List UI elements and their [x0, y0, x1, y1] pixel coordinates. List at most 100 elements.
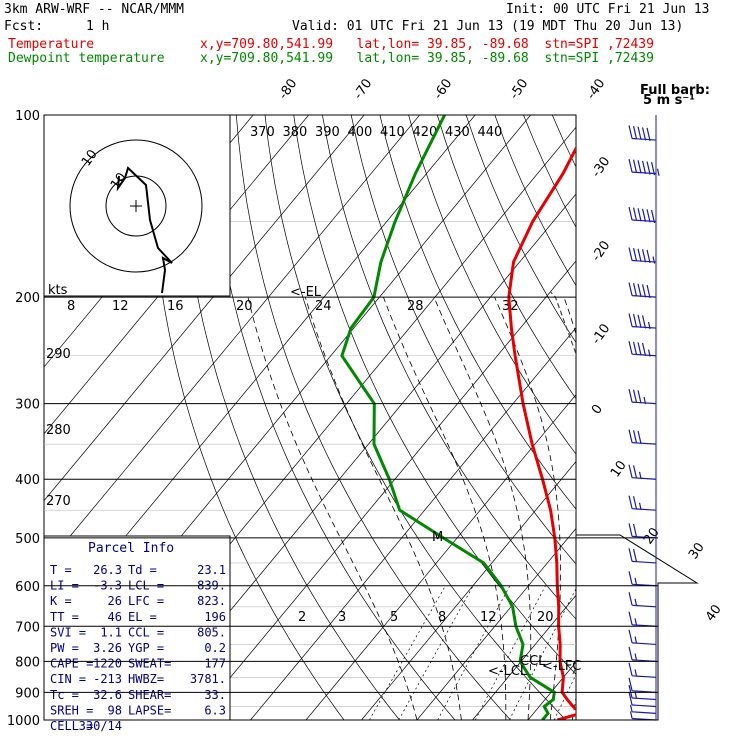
- mixing-ratio-label-5: 5: [390, 610, 398, 625]
- hodograph-ring-outer: [69, 139, 203, 273]
- wind-barb-flag: [632, 341, 638, 355]
- wind-barb-flag: [650, 161, 656, 176]
- mixing-ratio-label-12: 12: [480, 610, 497, 625]
- temperature-location: x,y=709.80,541.99 lat,lon= 39.85, -89.68…: [200, 37, 654, 52]
- dry-adiabat: [725, 115, 740, 720]
- wind-barb: [628, 429, 657, 445]
- wind-barb: [628, 158, 660, 176]
- temperature-legend: Temperature: [8, 37, 95, 52]
- pressure-label-500: 500: [15, 532, 40, 547]
- parcel-row-label: TT =: [50, 610, 79, 624]
- mixing-ratio-label-8: 8: [438, 610, 446, 625]
- wind-barb-staff: [632, 353, 657, 357]
- isotherm-label-10: 10: [608, 458, 630, 480]
- dry-adiabat: [696, 115, 740, 720]
- wind-barb-staff: [632, 326, 657, 329]
- parcel-row-label: PW =: [50, 641, 79, 655]
- wind-barb-staff: [632, 295, 657, 298]
- wind-barb-staff: [632, 219, 657, 223]
- wind-barb-flag: [641, 127, 647, 141]
- parcel-row-value: 46: [108, 610, 122, 624]
- speed-tick-8: 8: [67, 299, 75, 314]
- wind-barb: [628, 313, 657, 330]
- theta-label-380: 380: [283, 125, 308, 140]
- wind-barb-flag: [637, 283, 642, 297]
- wind-barb: [628, 646, 657, 662]
- hodograph-units: kts: [48, 283, 68, 298]
- parcel-row-value: 1.1: [100, 625, 122, 639]
- wind-barb-flag: [628, 629, 633, 644]
- wind-barb-flag: [628, 592, 633, 606]
- wind-barb: [628, 125, 657, 142]
- parcel-row-value: 330/14: [79, 719, 122, 733]
- dry-adiabat: [178, 115, 400, 720]
- series-dewpoint-temperature: [340, 115, 556, 720]
- wind-barb-flag: [637, 430, 642, 444]
- wind-barb-flag: [646, 284, 651, 299]
- wind-barb-staff: [632, 171, 657, 175]
- parcel-row-label: CIN =: [50, 672, 86, 686]
- wind-barb-staff: [632, 642, 657, 646]
- wind-barb-flag: [641, 284, 647, 298]
- wind-barb-flag: [628, 523, 633, 537]
- parcel-row-value: 23.1: [197, 563, 226, 577]
- wind-barb: [628, 691, 657, 708]
- parcel-row-label: YGP =: [128, 641, 164, 655]
- series-temperature: [507, 145, 576, 720]
- wind-barb: [628, 495, 657, 511]
- wind-barb: [628, 677, 657, 693]
- isotherm-label-30: 30: [686, 540, 708, 562]
- parcel-row-label: Td =: [128, 563, 157, 577]
- parcel-row-value: 26.3: [93, 563, 122, 577]
- wind-barb-flag: [641, 315, 647, 329]
- dry-adiabat: [264, 115, 567, 720]
- series-parcel: [549, 291, 576, 675]
- isotherm-label--30: -30: [589, 154, 613, 180]
- mixing-ratio-line: [369, 585, 446, 720]
- wind-barb-flag: [628, 282, 633, 296]
- wind-barb-flag: [628, 247, 633, 261]
- wind-barb-flag: [628, 684, 633, 699]
- wind-barb-half: [629, 711, 633, 719]
- parcel-row-label: CCL =: [128, 625, 164, 639]
- model-title: 3km ARW-WRF -- NCAR/MMM: [4, 2, 185, 17]
- wind-barb-flag: [646, 209, 651, 223]
- wind-barb: [628, 247, 657, 264]
- wind-barb-flag: [637, 342, 642, 356]
- parcel-row-label: LFC =: [128, 594, 164, 608]
- el-label: <-EL: [290, 285, 322, 300]
- wind-barb: [628, 282, 657, 299]
- wind-barb-flag: [632, 125, 638, 140]
- dry-adiabat: [322, 115, 576, 620]
- wind-barb-flag: [646, 127, 651, 142]
- dry-adiabat: [149, 115, 345, 720]
- wind-barb-half: [643, 396, 647, 405]
- dewpoint-legend: Dewpoint temperature: [8, 51, 165, 66]
- isotherm-label-20: 20: [641, 525, 663, 547]
- parcel-row-label: T =: [50, 563, 72, 577]
- wind-barb-flag: [632, 389, 638, 403]
- wind-barb-flag: [628, 125, 633, 139]
- parcel-row-label: Tc =: [50, 688, 79, 702]
- mixing-ratio-line: [553, 673, 576, 720]
- parcel-row-value: 823.: [197, 594, 226, 608]
- wind-barb-half: [634, 669, 638, 677]
- wind-barb-flag: [628, 571, 633, 585]
- pressure-label-400: 400: [15, 473, 40, 488]
- wind-barb-flag: [646, 161, 651, 175]
- wind-barb-flag: [628, 611, 633, 625]
- wind-barb: [628, 629, 657, 646]
- wind-barb-flag: [637, 390, 642, 404]
- wind-barb-staff: [632, 477, 657, 480]
- wind-barb-staff: [632, 401, 657, 405]
- speed-tick-16: 16: [167, 299, 184, 314]
- wind-barb-half: [647, 349, 651, 357]
- wind-barb-flag: [632, 159, 638, 173]
- parcel-row-value: -213: [93, 672, 122, 686]
- wind-barb-staff: [632, 259, 657, 263]
- wind-barb: [628, 206, 657, 224]
- speed-tick-20: 20: [236, 299, 253, 314]
- isotherm-label--80: -80: [276, 76, 300, 102]
- wind-barb-flag: [628, 691, 633, 706]
- theta-label-410: 410: [380, 125, 405, 140]
